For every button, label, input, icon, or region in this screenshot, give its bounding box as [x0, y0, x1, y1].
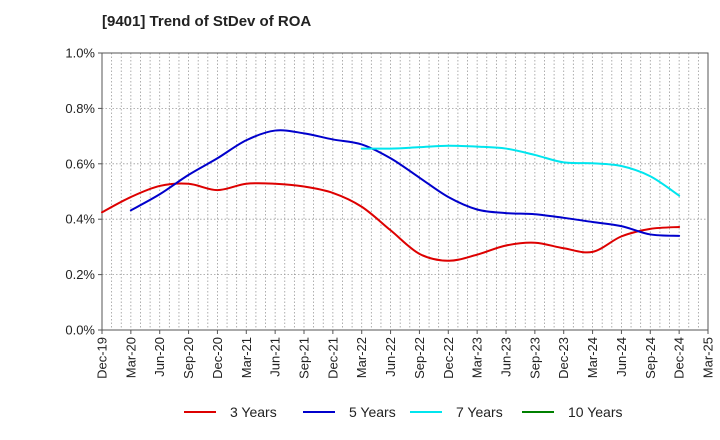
x-tick-label: Jun-21 [268, 337, 283, 377]
legend-label: 3 Years [230, 404, 277, 420]
series-line-7-years [360, 144, 681, 197]
legend-item-3-years: 3 Years [184, 404, 277, 420]
y-tick-label: 0.6% [65, 156, 95, 171]
x-tick-label: Jun-22 [383, 337, 398, 377]
axes-layer [101, 52, 709, 331]
legend-swatch [303, 411, 335, 413]
x-tick-label: Dec-24 [672, 337, 687, 379]
x-tick-label: Mar-23 [470, 337, 485, 378]
x-tick-label: Dec-20 [210, 337, 225, 379]
legend-item-5-years: 5 Years [303, 404, 396, 420]
x-tick-label: Sep-21 [297, 337, 312, 379]
x-tick-label: Dec-22 [441, 337, 456, 379]
x-tick-label: Sep-20 [181, 337, 196, 379]
legend-swatch [522, 411, 554, 413]
y-tick-label: 0.4% [65, 212, 95, 227]
legend-swatch [184, 411, 216, 413]
x-tick-label: Jun-20 [152, 337, 167, 377]
y-tick-label: 1.0% [65, 46, 95, 61]
x-tick-label: Jun-23 [499, 337, 514, 377]
x-tick-label: Mar-20 [123, 337, 138, 378]
x-tick-label: Dec-19 [95, 337, 110, 379]
x-tick-label: Sep-23 [527, 337, 542, 379]
legend-item-10-years: 10 Years [522, 404, 623, 420]
legend-item-7-years: 7 Years [410, 404, 503, 420]
x-tick-label: Sep-24 [643, 337, 658, 379]
legend-label: 5 Years [349, 404, 396, 420]
x-tick-label: Dec-23 [556, 337, 571, 379]
grid-layer [102, 53, 708, 330]
x-tick-label: Jun-24 [614, 337, 629, 377]
ticks-layer: 0.0% 0.2% 0.4% 0.6% 0.8% 1.0% Dec-19 Mar-20 Jun-… [65, 46, 715, 379]
x-tick-label: Dec-21 [325, 337, 340, 379]
x-tick-label: Mar-24 [585, 337, 600, 378]
y-tick-label: 0.0% [65, 323, 95, 338]
chart-title: [9401] Trend of StDev of ROA [102, 13, 312, 30]
series-line-5-years [129, 129, 681, 237]
legend-label: 10 Years [568, 404, 623, 420]
chart-legend: 3 Years 5 Years 7 Years 10 Years [0, 404, 720, 424]
series-line-3-years [101, 182, 681, 262]
series-layer [101, 129, 681, 262]
plot-frame [101, 52, 709, 331]
x-tick-label: Mar-25 [701, 337, 716, 378]
legend-label: 7 Years [456, 404, 503, 420]
x-tick-label: Mar-21 [239, 337, 254, 378]
x-tick-label: Sep-22 [412, 337, 427, 379]
legend-swatch [410, 411, 442, 413]
y-tick-label: 0.8% [65, 101, 95, 116]
x-tick-label: Mar-22 [354, 337, 369, 378]
y-tick-label: 0.2% [65, 267, 95, 282]
